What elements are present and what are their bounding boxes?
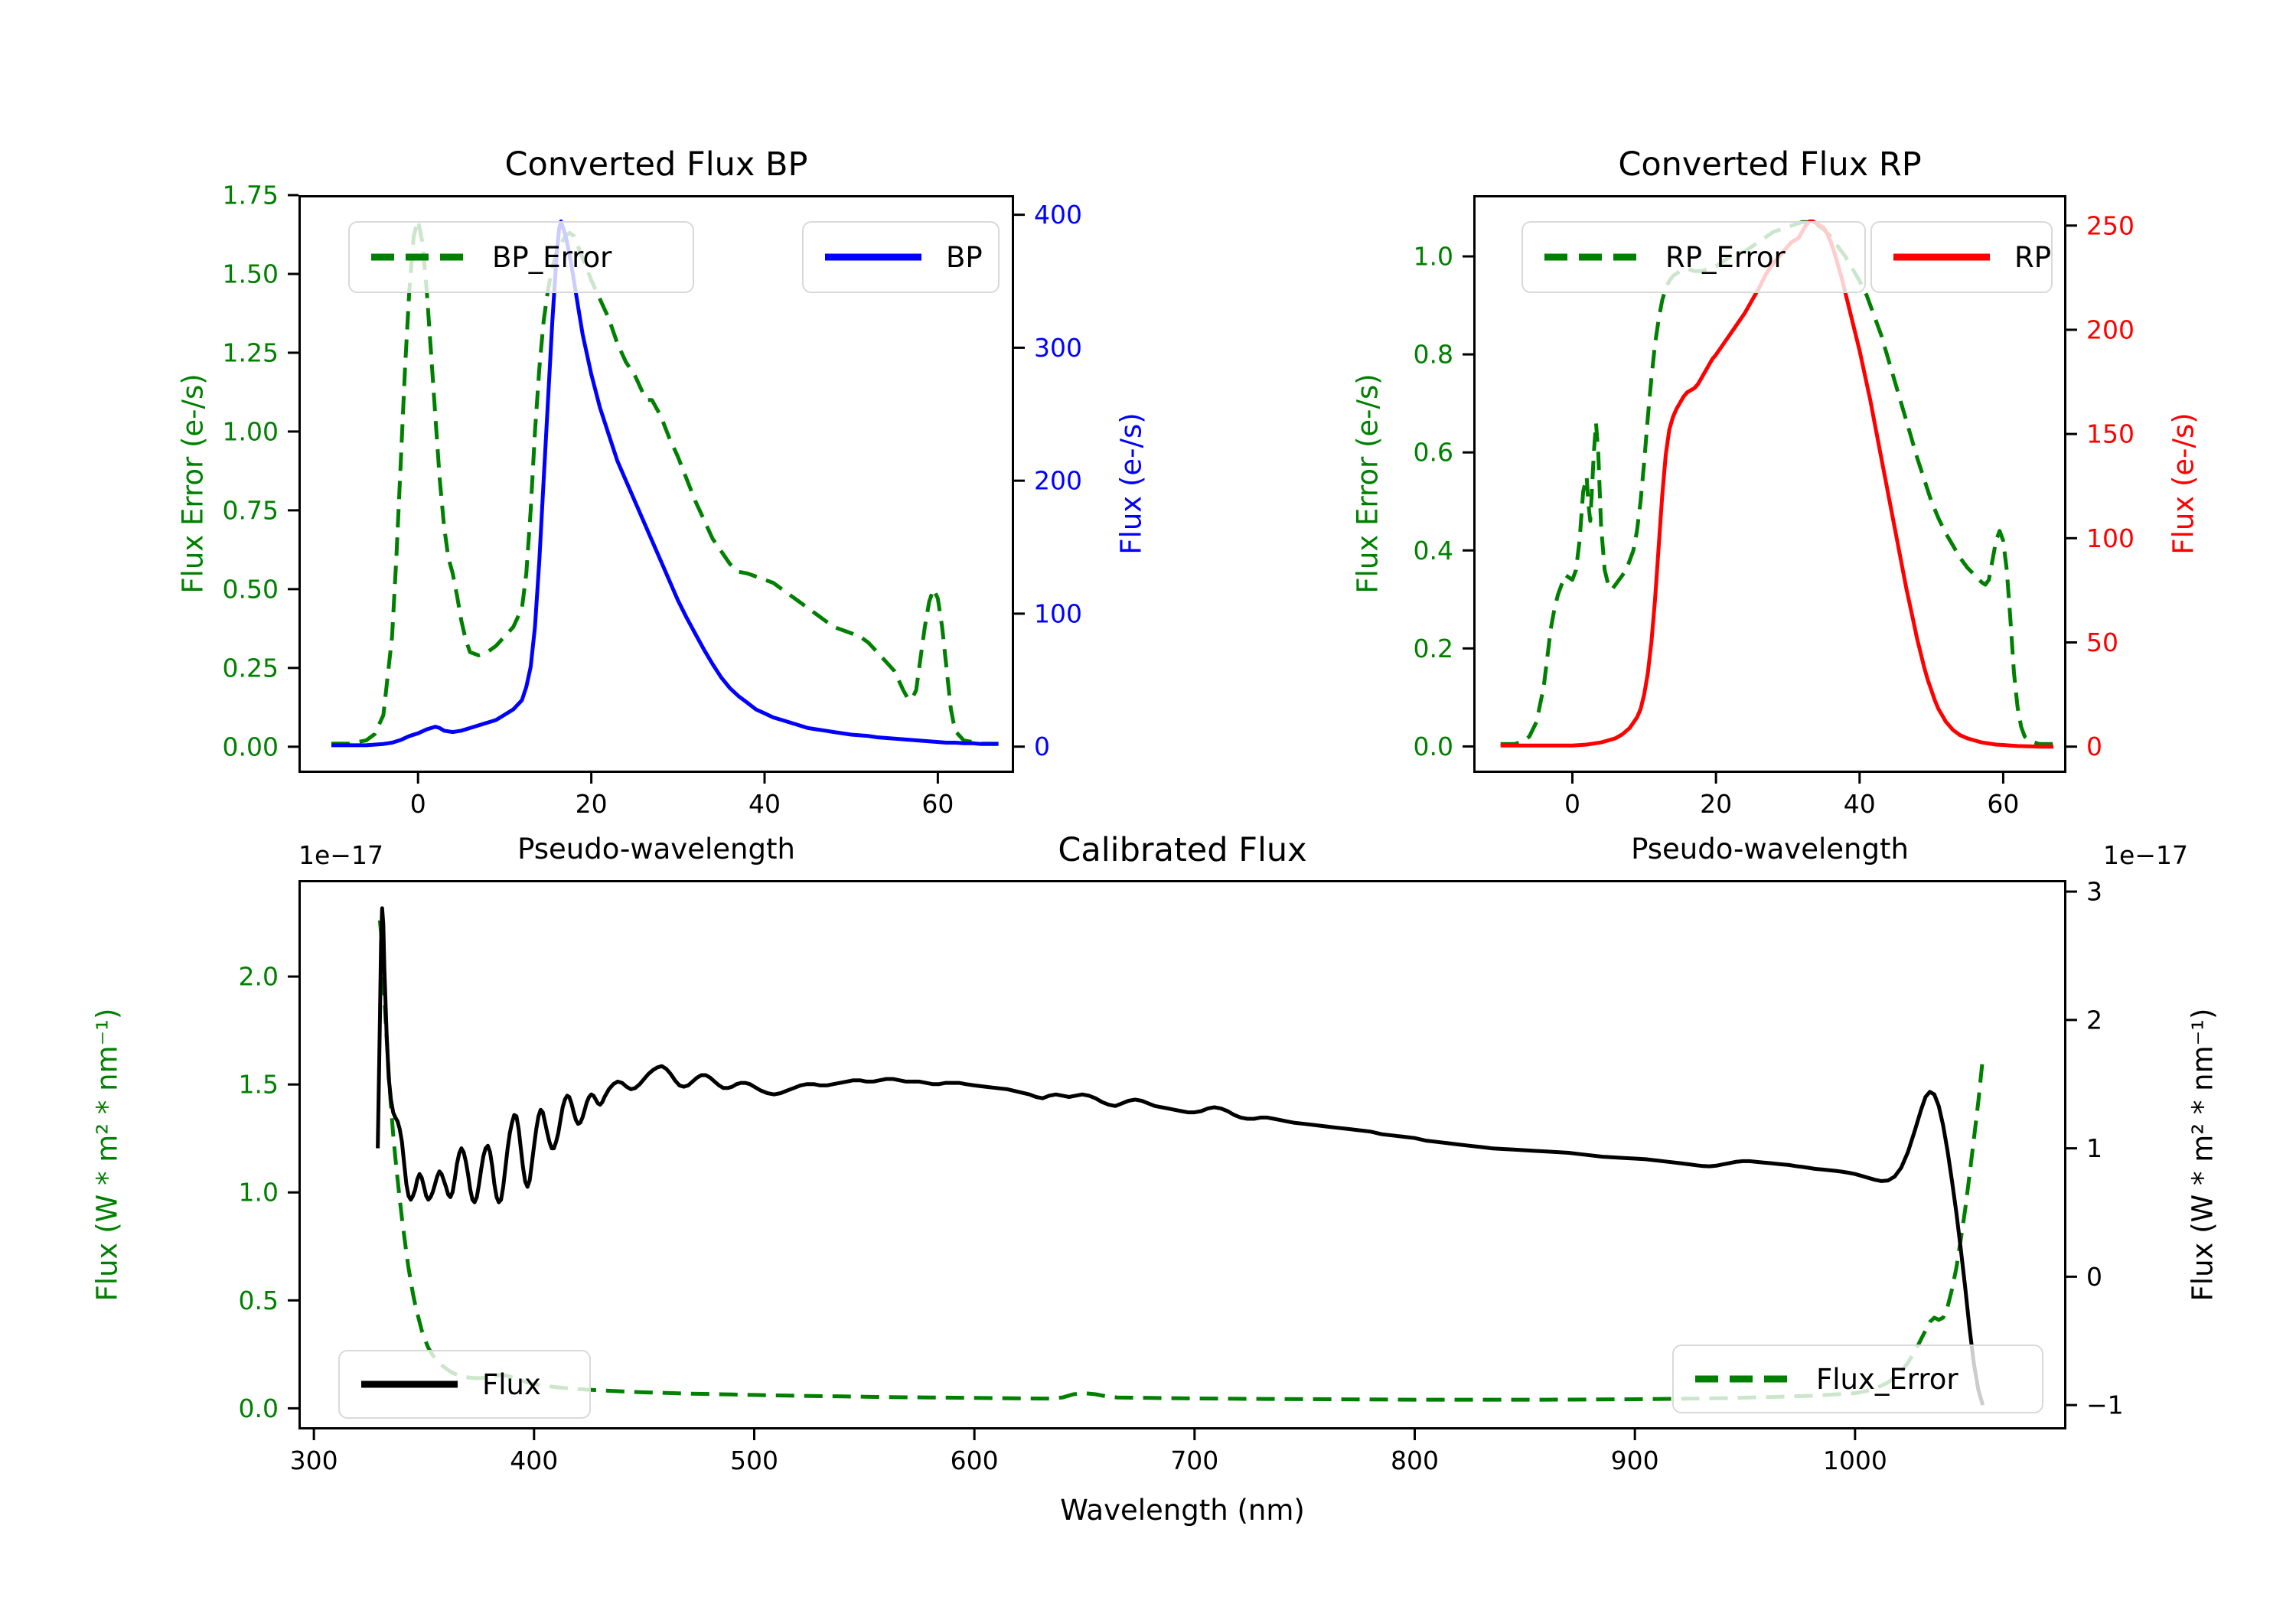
x-tick-label: 600 <box>951 1446 999 1475</box>
legend-line-sample <box>360 1380 459 1388</box>
y-tick-label-left: 1.25 <box>223 337 279 367</box>
y-tick-label-right: 100 <box>1034 598 1082 628</box>
yaxis-right-label-rp: Flux (e-/s) <box>2167 412 2200 555</box>
y-tick-label-left: 1.0 <box>1414 242 1453 272</box>
legend-rp: RP <box>1870 221 2053 293</box>
xaxis-label-rp: Pseudo-wavelength <box>1631 833 1909 865</box>
y-tick-label-right: 250 <box>2086 210 2135 240</box>
legend-line-sample <box>1892 253 1991 261</box>
y-tick-label-left: 1.00 <box>223 416 279 446</box>
y-tick-label-left: 0.00 <box>223 732 279 761</box>
legend-line-sample <box>370 253 469 261</box>
y-tick-label-left: 1.0 <box>239 1178 279 1208</box>
series-bp <box>331 219 999 748</box>
x-tick-label: 800 <box>1391 1446 1439 1475</box>
series-bp_error <box>331 218 999 746</box>
y-tick-label-right: 200 <box>2086 315 2135 344</box>
chart-title-calibrated: Calibrated Flux <box>1058 831 1307 869</box>
legend-flux-error: Flux_Error <box>1672 1345 2043 1413</box>
legend-line-sample <box>1543 253 1642 261</box>
axes-spines <box>298 195 1014 773</box>
legend-line-sample <box>1694 1375 1793 1383</box>
series-flux <box>376 906 1985 1406</box>
y-tick-label-right: −1 <box>2086 1390 2124 1420</box>
axes-spines <box>298 880 2066 1429</box>
y-tick-label-left: 0.5 <box>239 1286 279 1315</box>
y-tick-label-right: 0 <box>1034 732 1050 761</box>
y-tick-label-right: 100 <box>2086 523 2135 553</box>
x-tick-label: 300 <box>290 1446 338 1475</box>
y-tick-label-right: 0 <box>2086 732 2102 761</box>
x-tick-label: 40 <box>1844 789 1876 819</box>
x-tick-label: 40 <box>748 789 781 819</box>
yaxis-left-label-bp: Flux Error (e-/s) <box>176 373 210 594</box>
x-tick-label: 60 <box>921 789 954 819</box>
y-tick-label-left: 0.0 <box>239 1393 279 1423</box>
y-tick-label-left: 0.75 <box>223 495 279 525</box>
axes-spines <box>1473 195 2066 773</box>
x-tick-label: 400 <box>510 1446 558 1475</box>
legend-line-sample <box>823 253 923 261</box>
x-tick-label: 0 <box>410 789 426 819</box>
legend-rp-error: RP_Error <box>1521 221 1866 293</box>
yaxis-left-label-calibrated: Flux (W * m² * nm⁻¹) <box>90 1008 124 1302</box>
y-tick-label-left: 0.50 <box>223 574 279 604</box>
y-tick-label-right: 300 <box>1034 333 1082 363</box>
y-tick-label-right: 200 <box>1034 466 1082 496</box>
y-tick-label-left: 0.0 <box>1414 732 1453 761</box>
y-tick-label-right: 3 <box>2086 877 2102 907</box>
x-tick-label: 0 <box>1564 789 1580 819</box>
offset-text-right: 1e−17 <box>2103 840 2188 870</box>
y-tick-label-left: 0.4 <box>1414 536 1453 566</box>
chart-title-rp: Converted Flux RP <box>1618 145 1922 184</box>
y-tick-label-right: 2 <box>2086 1005 2102 1035</box>
yaxis-right-label-calibrated: Flux (W * m² * nm⁻¹) <box>2186 1008 2219 1302</box>
xaxis-label-calibrated: Wavelength (nm) <box>1060 1494 1305 1527</box>
y-tick-label-right: 1 <box>2086 1133 2102 1163</box>
y-tick-label-left: 0.6 <box>1414 438 1453 468</box>
y-tick-label-right: 400 <box>1034 200 1082 230</box>
plot-area-bp: 0 20 40 60 0.00 0.25 0.50 0.75 1.00 1.25 1.50 1.75 0… <box>223 181 1082 820</box>
y-tick-label-left: 0.25 <box>223 653 279 683</box>
chart-title-bp: Converted Flux BP <box>504 145 808 184</box>
legend-bp: BP <box>802 221 1000 293</box>
legend-flux: Flux <box>338 1350 591 1419</box>
series-rp_error <box>1500 220 2054 746</box>
y-tick-label-left: 1.5 <box>239 1070 279 1100</box>
y-tick-label-right: 150 <box>2086 419 2135 449</box>
series-rp <box>1500 219 2054 749</box>
x-tick-label: 20 <box>576 789 608 819</box>
xaxis-label-bp: Pseudo-wavelength <box>517 833 795 865</box>
x-tick-label: 700 <box>1170 1446 1218 1475</box>
x-tick-label: 500 <box>730 1446 778 1475</box>
x-tick-label: 20 <box>1700 789 1732 819</box>
y-tick-label-left: 1.50 <box>223 259 279 288</box>
y-tick-label-right: 0 <box>2086 1262 2102 1292</box>
x-tick-label: 60 <box>1987 789 2019 819</box>
legend-bp-error: BP_Error <box>348 221 694 293</box>
x-tick-label: 1000 <box>1823 1446 1887 1475</box>
y-tick-label-left: 1.75 <box>223 181 279 210</box>
x-tick-label: 900 <box>1611 1446 1659 1475</box>
y-tick-label-right: 50 <box>2086 627 2118 657</box>
y-tick-label-left: 0.2 <box>1414 634 1453 663</box>
offset-text-left: 1e−17 <box>298 840 383 870</box>
yaxis-right-label-bp: Flux (e-/s) <box>1114 412 1148 555</box>
y-tick-label-left: 2.0 <box>239 962 279 992</box>
plot-area-rp: 0 20 40 60 0.0 0.2 0.4 0.6 0.8 1.0 0 50 100 150 200 250 <box>1414 195 2135 819</box>
yaxis-left-label-rp: Flux Error (e-/s) <box>1351 373 1384 594</box>
y-tick-label-left: 0.8 <box>1414 340 1453 370</box>
